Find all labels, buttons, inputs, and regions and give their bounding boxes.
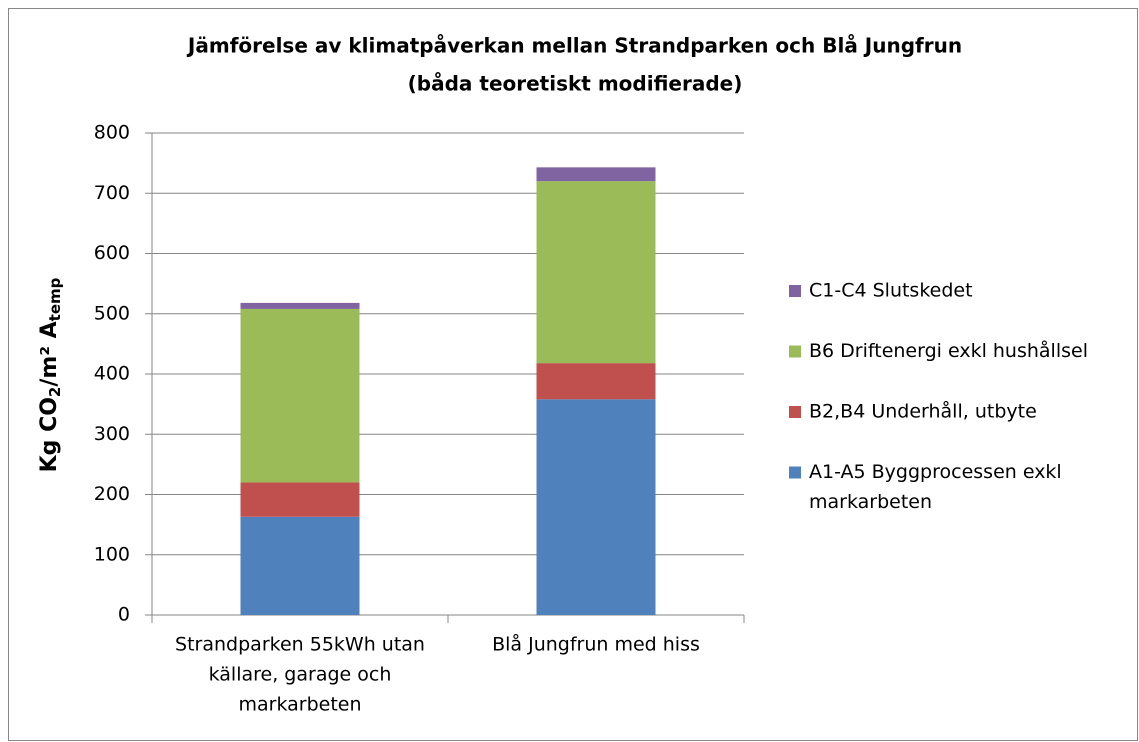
y-axis-label-part: temp [46, 277, 64, 321]
y-tick-label: 200 [94, 483, 130, 505]
y-tick-label: 400 [94, 363, 130, 385]
bar-segment [240, 308, 360, 483]
legend-label: C1-C4 Slutskedet [809, 280, 973, 302]
bar-segment [240, 302, 360, 309]
legend-label: B6 Driftenergi exkl hushållsel [809, 339, 1088, 362]
y-tick-label: 600 [94, 242, 130, 264]
y-tick-label: 500 [94, 302, 130, 324]
y-axis-label: Kg CO2/m² Atemp [37, 277, 64, 472]
y-tick-label: 100 [94, 543, 130, 565]
bar-segment [536, 399, 656, 615]
x-tick-label: källare, garage och [209, 664, 392, 686]
bar-segment [536, 363, 656, 400]
legend-label: B2,B4 Underhåll, utbyte [809, 400, 1037, 423]
y-tick-label: 0 [118, 604, 130, 626]
bar-segment [240, 482, 360, 517]
legend-swatch [789, 285, 801, 297]
y-tick-label: 800 [94, 122, 130, 144]
bar-segment [536, 167, 656, 182]
legend-swatch [789, 345, 801, 358]
y-axis-label-part: 2 [46, 387, 64, 397]
x-tick-label: Blå Jungfrun med hiss [492, 633, 700, 656]
y-axis-label-part: Kg CO [37, 397, 62, 472]
bar-segment [536, 181, 656, 364]
y-axis-label-part: /m² A [37, 321, 62, 386]
x-tick-label: Strandparken 55kWh utan [175, 634, 425, 656]
x-tick-label: markarbeten [238, 694, 361, 716]
y-tick-label: 300 [94, 423, 130, 445]
chart-title: Jämförelse av klimatpåverkan mellan Stra… [186, 34, 962, 58]
chart-title: (båda teoretiskt modifierade) [408, 72, 743, 96]
legend-label: markarbeten [809, 491, 932, 513]
y-tick-label: 700 [94, 182, 130, 204]
legend-swatch [789, 466, 801, 479]
bar-segment [240, 516, 360, 615]
legend-swatch [789, 406, 801, 418]
legend-label: A1-A5 Byggprocessen exkl [809, 461, 1062, 483]
